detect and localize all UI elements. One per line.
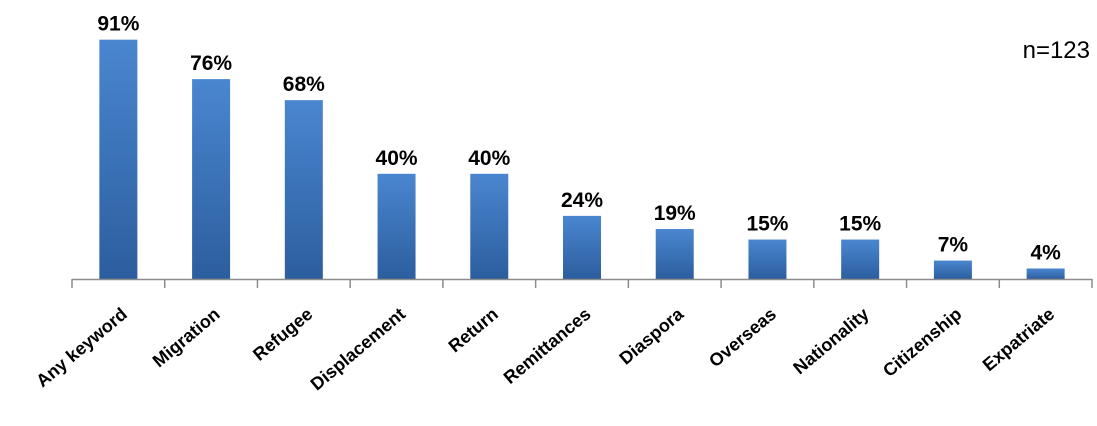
value-label-overseas: 15% [746,213,788,236]
bar-diaspora [655,229,694,279]
tick-label-expatriate: Expatriate [979,304,1059,375]
value-labels-group: 91% 76% 68% 40% 40% 24% 19% 15% 15% 7% 4% [97,13,1061,265]
tick-label-citizenship: Citizenship [879,304,965,381]
value-label-citizenship: 7% [938,234,969,257]
value-label-return: 40% [468,147,510,170]
tick-label-any-keyword: Any keyword [32,304,131,391]
value-label-displacement: 40% [376,147,418,170]
bar-expatriate [1026,268,1065,279]
tick-label-displacement: Displacement [307,304,410,395]
bar-refugee [284,100,323,279]
bar-nationality [841,239,880,279]
bar-migration [192,79,231,280]
bar-displacement [377,173,416,279]
tick-label-return: Return [445,304,502,357]
value-label-migration: 76% [190,52,232,75]
tick-label-overseas: Overseas [705,304,780,371]
bar-overseas [748,239,787,279]
x-axis [71,278,1093,288]
value-label-refugee: 68% [283,73,325,96]
bars-group [99,39,1065,280]
tick-label-refugee: Refugee [249,304,316,365]
value-label-expatriate: 4% [1030,241,1061,264]
tick-label-remittances: Remittances [500,304,595,388]
value-label-remittances: 24% [561,189,603,212]
tick-label-nationality: Nationality [789,304,872,378]
bar-any-keyword [99,39,138,279]
tick-label-migration: Migration [149,304,224,371]
bar-citizenship [933,260,972,279]
value-label-diaspora: 19% [654,202,696,225]
bar-remittances [563,215,601,279]
sample-size-annotation: n=123 [1023,37,1090,64]
value-label-any-keyword: 91% [97,13,139,36]
value-label-nationality: 15% [839,213,881,236]
tick-label-diaspora: Diaspora [615,303,688,368]
bar-return [470,173,509,279]
